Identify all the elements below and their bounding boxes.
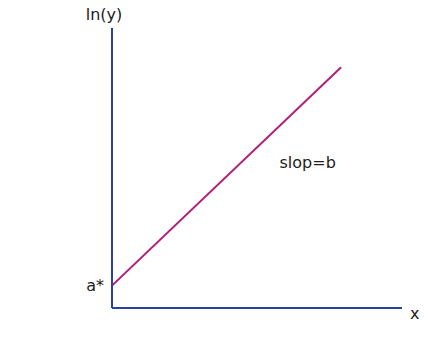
svg-text:a*: a* <box>86 276 104 295</box>
svg-text:slop=b: slop=b <box>280 153 336 172</box>
svg-text:x: x <box>410 304 419 323</box>
svg-text:ln(y): ln(y) <box>86 5 123 24</box>
